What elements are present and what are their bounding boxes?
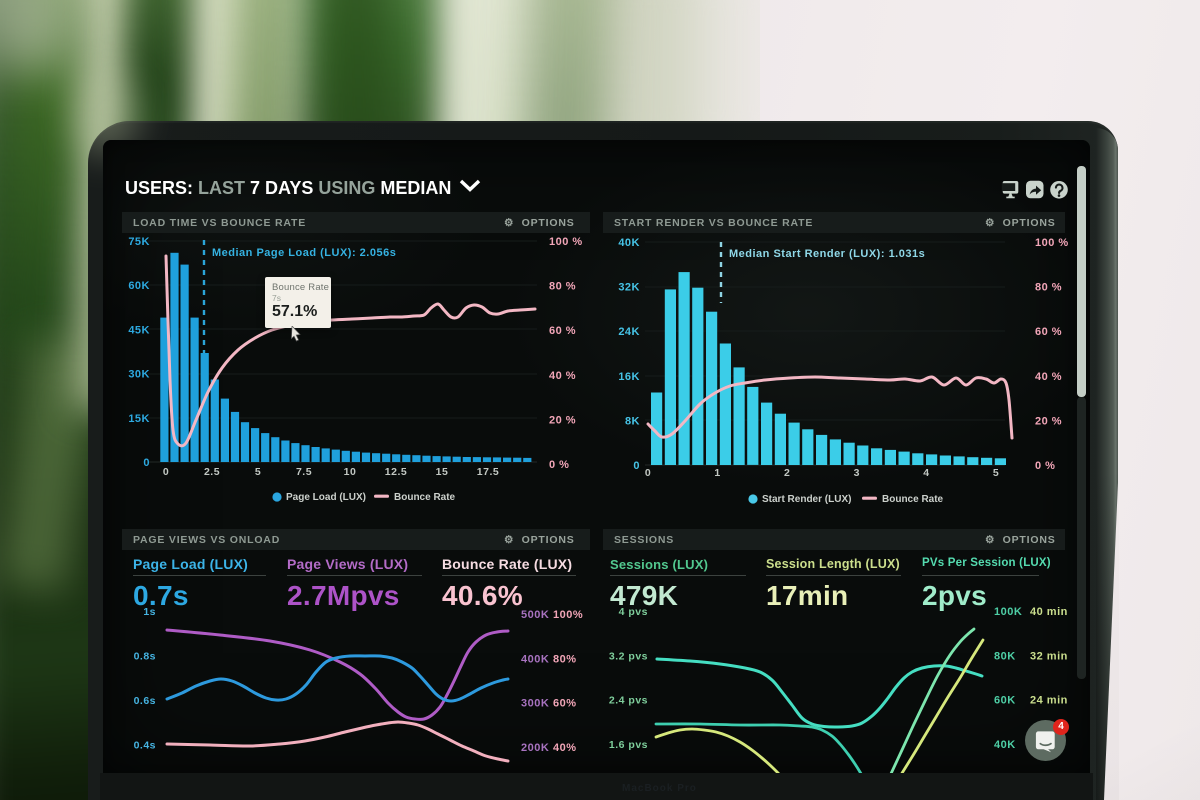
svg-text:7.5: 7.5 bbox=[296, 466, 312, 478]
svg-text:60 %: 60 % bbox=[549, 325, 576, 337]
svg-text:80K: 80K bbox=[994, 650, 1016, 662]
svg-text:80%: 80% bbox=[553, 653, 577, 665]
svg-text:100 %: 100 % bbox=[549, 236, 583, 248]
svg-text:100%: 100% bbox=[553, 609, 583, 621]
svg-text:0.4s: 0.4s bbox=[134, 740, 156, 752]
svg-text:0.8s: 0.8s bbox=[134, 651, 156, 663]
svg-text:3: 3 bbox=[854, 467, 860, 479]
svg-text:5: 5 bbox=[993, 467, 999, 479]
svg-text:40K: 40K bbox=[618, 237, 640, 249]
svg-text:0: 0 bbox=[143, 457, 150, 469]
svg-text:8K: 8K bbox=[625, 415, 640, 427]
svg-text:100K: 100K bbox=[994, 606, 1022, 618]
svg-text:0: 0 bbox=[645, 467, 651, 479]
svg-text:1s: 1s bbox=[143, 606, 156, 618]
svg-text:2.4 pvs: 2.4 pvs bbox=[609, 695, 648, 707]
svg-text:0.6s: 0.6s bbox=[134, 695, 156, 707]
svg-text:20 %: 20 % bbox=[1035, 415, 1062, 427]
svg-text:15: 15 bbox=[436, 466, 449, 478]
svg-text:40%: 40% bbox=[553, 742, 577, 754]
svg-text:60 %: 60 % bbox=[1035, 326, 1062, 338]
svg-text:40 %: 40 % bbox=[1035, 371, 1062, 383]
svg-text:Median Start Render (LUX): 1.0: Median Start Render (LUX): 1.031s bbox=[729, 248, 925, 260]
svg-text:300K: 300K bbox=[521, 698, 549, 710]
svg-text:200K: 200K bbox=[521, 742, 549, 754]
svg-text:16K: 16K bbox=[618, 371, 640, 383]
svg-text:Page Load (LUX): Page Load (LUX) bbox=[286, 492, 366, 503]
svg-text:0: 0 bbox=[633, 460, 640, 472]
svg-text:10: 10 bbox=[344, 466, 357, 478]
svg-text:500K: 500K bbox=[521, 609, 549, 621]
svg-text:1.6 pvs: 1.6 pvs bbox=[609, 739, 648, 751]
svg-text:40 %: 40 % bbox=[549, 370, 576, 382]
svg-text:80 %: 80 % bbox=[549, 281, 576, 293]
svg-text:17.5: 17.5 bbox=[477, 466, 499, 478]
svg-text:40 min: 40 min bbox=[1030, 606, 1068, 618]
svg-text:60K: 60K bbox=[128, 280, 150, 292]
svg-text:45K: 45K bbox=[128, 324, 150, 336]
svg-text:60K: 60K bbox=[994, 695, 1016, 707]
svg-text:20 %: 20 % bbox=[549, 414, 576, 426]
svg-text:75K: 75K bbox=[128, 236, 150, 248]
svg-text:32K: 32K bbox=[618, 282, 640, 294]
svg-text:12.5: 12.5 bbox=[385, 466, 407, 478]
svg-text:Bounce Rate: Bounce Rate bbox=[394, 492, 456, 503]
svg-text:0 %: 0 % bbox=[549, 459, 569, 471]
svg-text:32 min: 32 min bbox=[1030, 650, 1068, 662]
svg-text:2: 2 bbox=[784, 467, 790, 479]
svg-text:5: 5 bbox=[255, 466, 261, 478]
svg-text:24 min: 24 min bbox=[1030, 695, 1068, 707]
svg-text:4 pvs: 4 pvs bbox=[619, 606, 648, 618]
svg-text:100 %: 100 % bbox=[1035, 237, 1069, 249]
svg-text:Bounce Rate: Bounce Rate bbox=[882, 494, 944, 505]
svg-text:60%: 60% bbox=[553, 698, 577, 710]
svg-text:Start Render (LUX): Start Render (LUX) bbox=[762, 494, 851, 505]
svg-text:1: 1 bbox=[714, 467, 720, 479]
svg-text:30K: 30K bbox=[128, 369, 150, 381]
svg-text:0: 0 bbox=[163, 466, 169, 478]
svg-text:80 %: 80 % bbox=[1035, 282, 1062, 294]
svg-text:4: 4 bbox=[923, 467, 929, 479]
svg-text:40K: 40K bbox=[994, 739, 1016, 751]
svg-text:0 %: 0 % bbox=[1035, 460, 1055, 472]
svg-text:2.5: 2.5 bbox=[204, 466, 220, 478]
svg-text:3.2 pvs: 3.2 pvs bbox=[609, 650, 648, 662]
svg-text:Median Page Load (LUX): 2.056s: Median Page Load (LUX): 2.056s bbox=[212, 247, 396, 259]
svg-text:400K: 400K bbox=[521, 653, 549, 665]
svg-text:24K: 24K bbox=[618, 326, 640, 338]
svg-text:15K: 15K bbox=[128, 413, 150, 425]
